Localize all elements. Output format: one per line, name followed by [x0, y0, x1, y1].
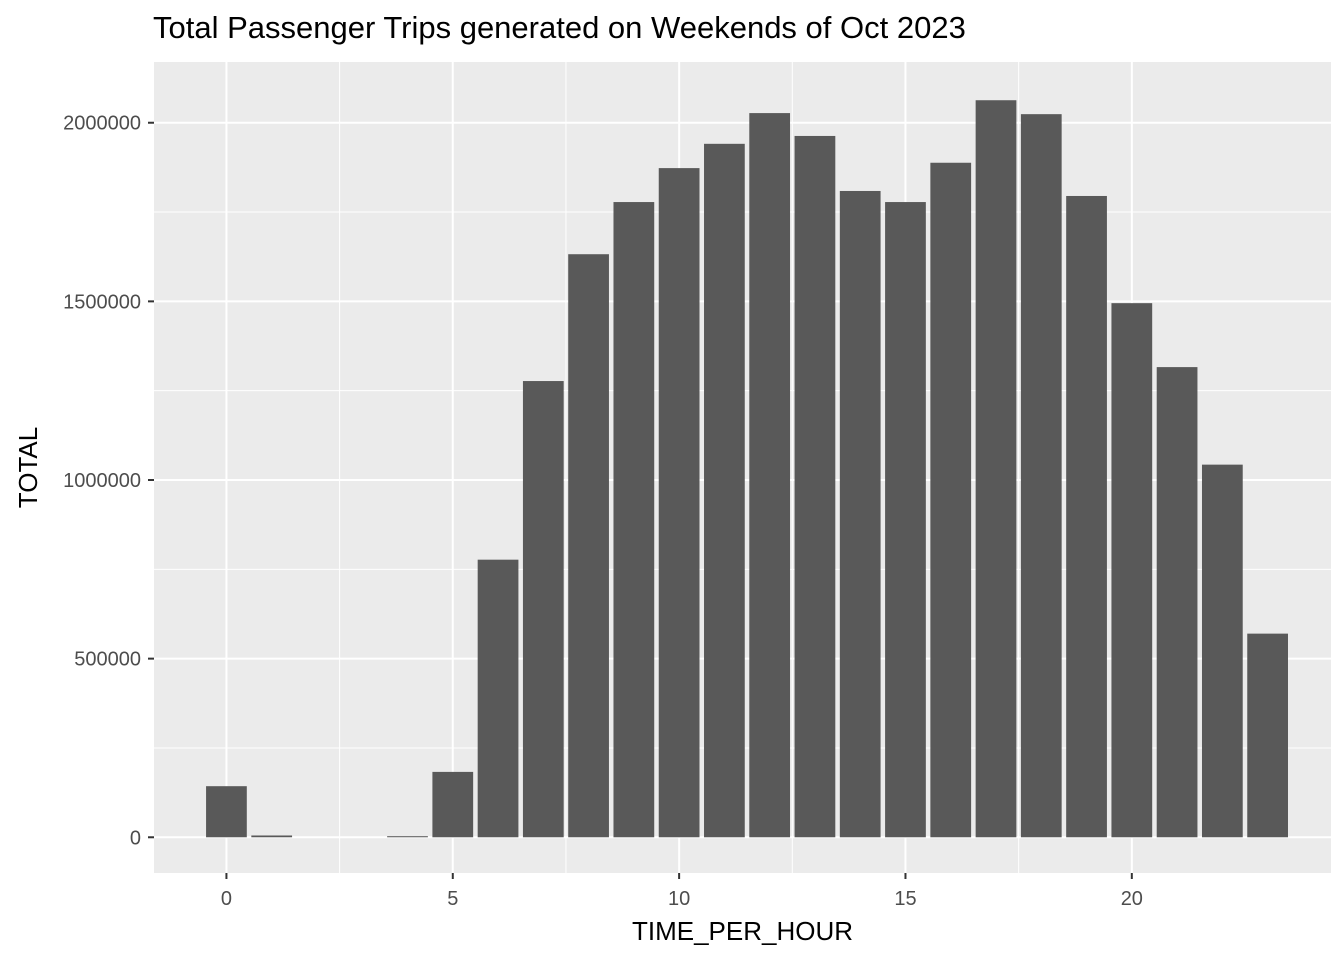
x-tick-label: 15	[894, 888, 916, 910]
bar-hour-8	[568, 254, 609, 838]
x-tick-label: 0	[221, 888, 232, 910]
bar-hour-6	[477, 559, 519, 838]
bar-hour-22	[1201, 464, 1243, 838]
y-tick-label: 500000	[74, 649, 141, 671]
bar-hour-11	[704, 143, 745, 838]
y-tick-label: 1500000	[63, 291, 141, 313]
bar-hour-7	[522, 381, 564, 838]
y-tick-label: 2000000	[63, 113, 141, 135]
bar-hour-12	[749, 113, 791, 838]
bar-hour-21	[1156, 367, 1198, 838]
bar-hour-18	[1020, 114, 1062, 838]
bar-hour-1	[251, 835, 293, 838]
bar-hour-17	[975, 100, 1017, 838]
x-tick-label: 10	[668, 888, 690, 910]
bar-hour-9	[613, 202, 655, 838]
bar-hour-20	[1111, 303, 1153, 838]
bars	[206, 100, 1288, 838]
y-tick-label: 1000000	[63, 470, 141, 492]
bar-hour-10	[658, 168, 700, 838]
x-axis-title: TIME_PER_HOUR	[632, 916, 853, 946]
bar-hour-23	[1247, 633, 1288, 838]
y-axis-title: TOTAL	[13, 427, 43, 508]
chart-title: Total Passenger Trips generated on Weeke…	[153, 10, 966, 45]
bar-hour-13	[794, 135, 836, 838]
y-axis: 0 500000 1000000 1500000 2000000	[63, 113, 154, 849]
x-tick-label: 20	[1121, 888, 1143, 910]
bar-hour-5	[432, 771, 474, 838]
bar-hour-19	[1066, 195, 1107, 838]
bar-hour-14	[839, 190, 881, 838]
x-axis: 0 5 10 15 20	[221, 873, 1143, 910]
bar-hour-0	[206, 786, 247, 838]
bar-hour-16	[930, 162, 972, 838]
bar-hour-15	[885, 202, 926, 838]
y-tick-label: 0	[130, 827, 141, 849]
bar-hour-4	[387, 836, 428, 838]
x-tick-label: 5	[447, 888, 458, 910]
